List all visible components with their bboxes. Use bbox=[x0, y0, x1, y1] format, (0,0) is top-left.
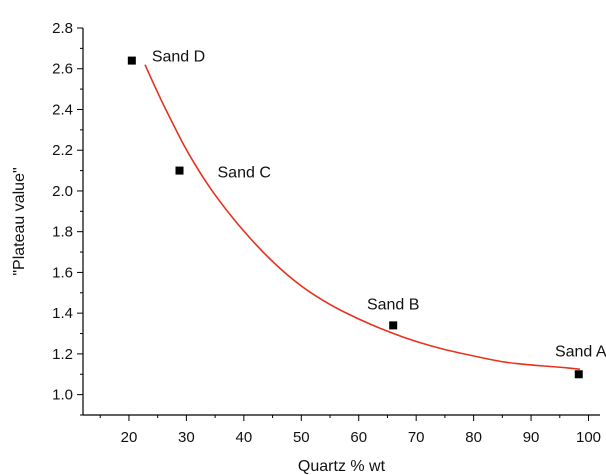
y-tick-label: 1.4 bbox=[52, 305, 73, 322]
fit-curve bbox=[144, 64, 580, 370]
y-tick-label: 2.2 bbox=[52, 142, 73, 159]
x-axis-ticks: 20 30 40 50 60 70 80 90 100 bbox=[99, 415, 601, 446]
data-points-layer: Sand D Sand C Sand B Sand A bbox=[127, 49, 606, 379]
x-tick-label: 20 bbox=[121, 429, 138, 446]
x-tick-label: 100 bbox=[576, 429, 601, 446]
data-point-label: Sand C bbox=[218, 165, 271, 182]
y-tick-label: 2.4 bbox=[52, 101, 73, 118]
y-tick-label: 2.8 bbox=[52, 20, 73, 37]
fit-curve-layer bbox=[144, 64, 580, 370]
data-point bbox=[389, 321, 398, 330]
x-tick-label: 40 bbox=[236, 429, 253, 446]
y-tick-label: 1.6 bbox=[52, 264, 73, 281]
data-point-label: Sand D bbox=[152, 49, 205, 66]
y-tick-label: 2.6 bbox=[52, 61, 73, 78]
y-tick-label: 1.8 bbox=[52, 224, 73, 241]
y-tick-label: 1.2 bbox=[52, 346, 73, 363]
x-tick-label: 90 bbox=[523, 429, 540, 446]
y-axis-title: "Plateau value" bbox=[11, 167, 28, 275]
x-tick-label: 50 bbox=[293, 429, 310, 446]
x-tick-label: 60 bbox=[350, 429, 367, 446]
x-tick-label: 80 bbox=[465, 429, 482, 446]
y-tick-label: 2.0 bbox=[52, 183, 73, 200]
data-point-label: Sand B bbox=[367, 296, 419, 313]
x-tick-label: 70 bbox=[408, 429, 425, 446]
data-point bbox=[574, 370, 583, 379]
data-point bbox=[127, 56, 136, 65]
x-tick-label: 30 bbox=[178, 429, 195, 446]
data-point-label: Sand A bbox=[555, 343, 606, 360]
y-axis-ticks: 1.0 1.2 1.4 1.6 1.8 2.0 2.2 2.4 2.6 2.8 bbox=[52, 20, 83, 416]
x-axis-title: Quartz % wt bbox=[298, 458, 386, 475]
y-tick-label: 1.0 bbox=[52, 387, 73, 404]
axes bbox=[82, 28, 600, 416]
data-point bbox=[175, 166, 184, 175]
